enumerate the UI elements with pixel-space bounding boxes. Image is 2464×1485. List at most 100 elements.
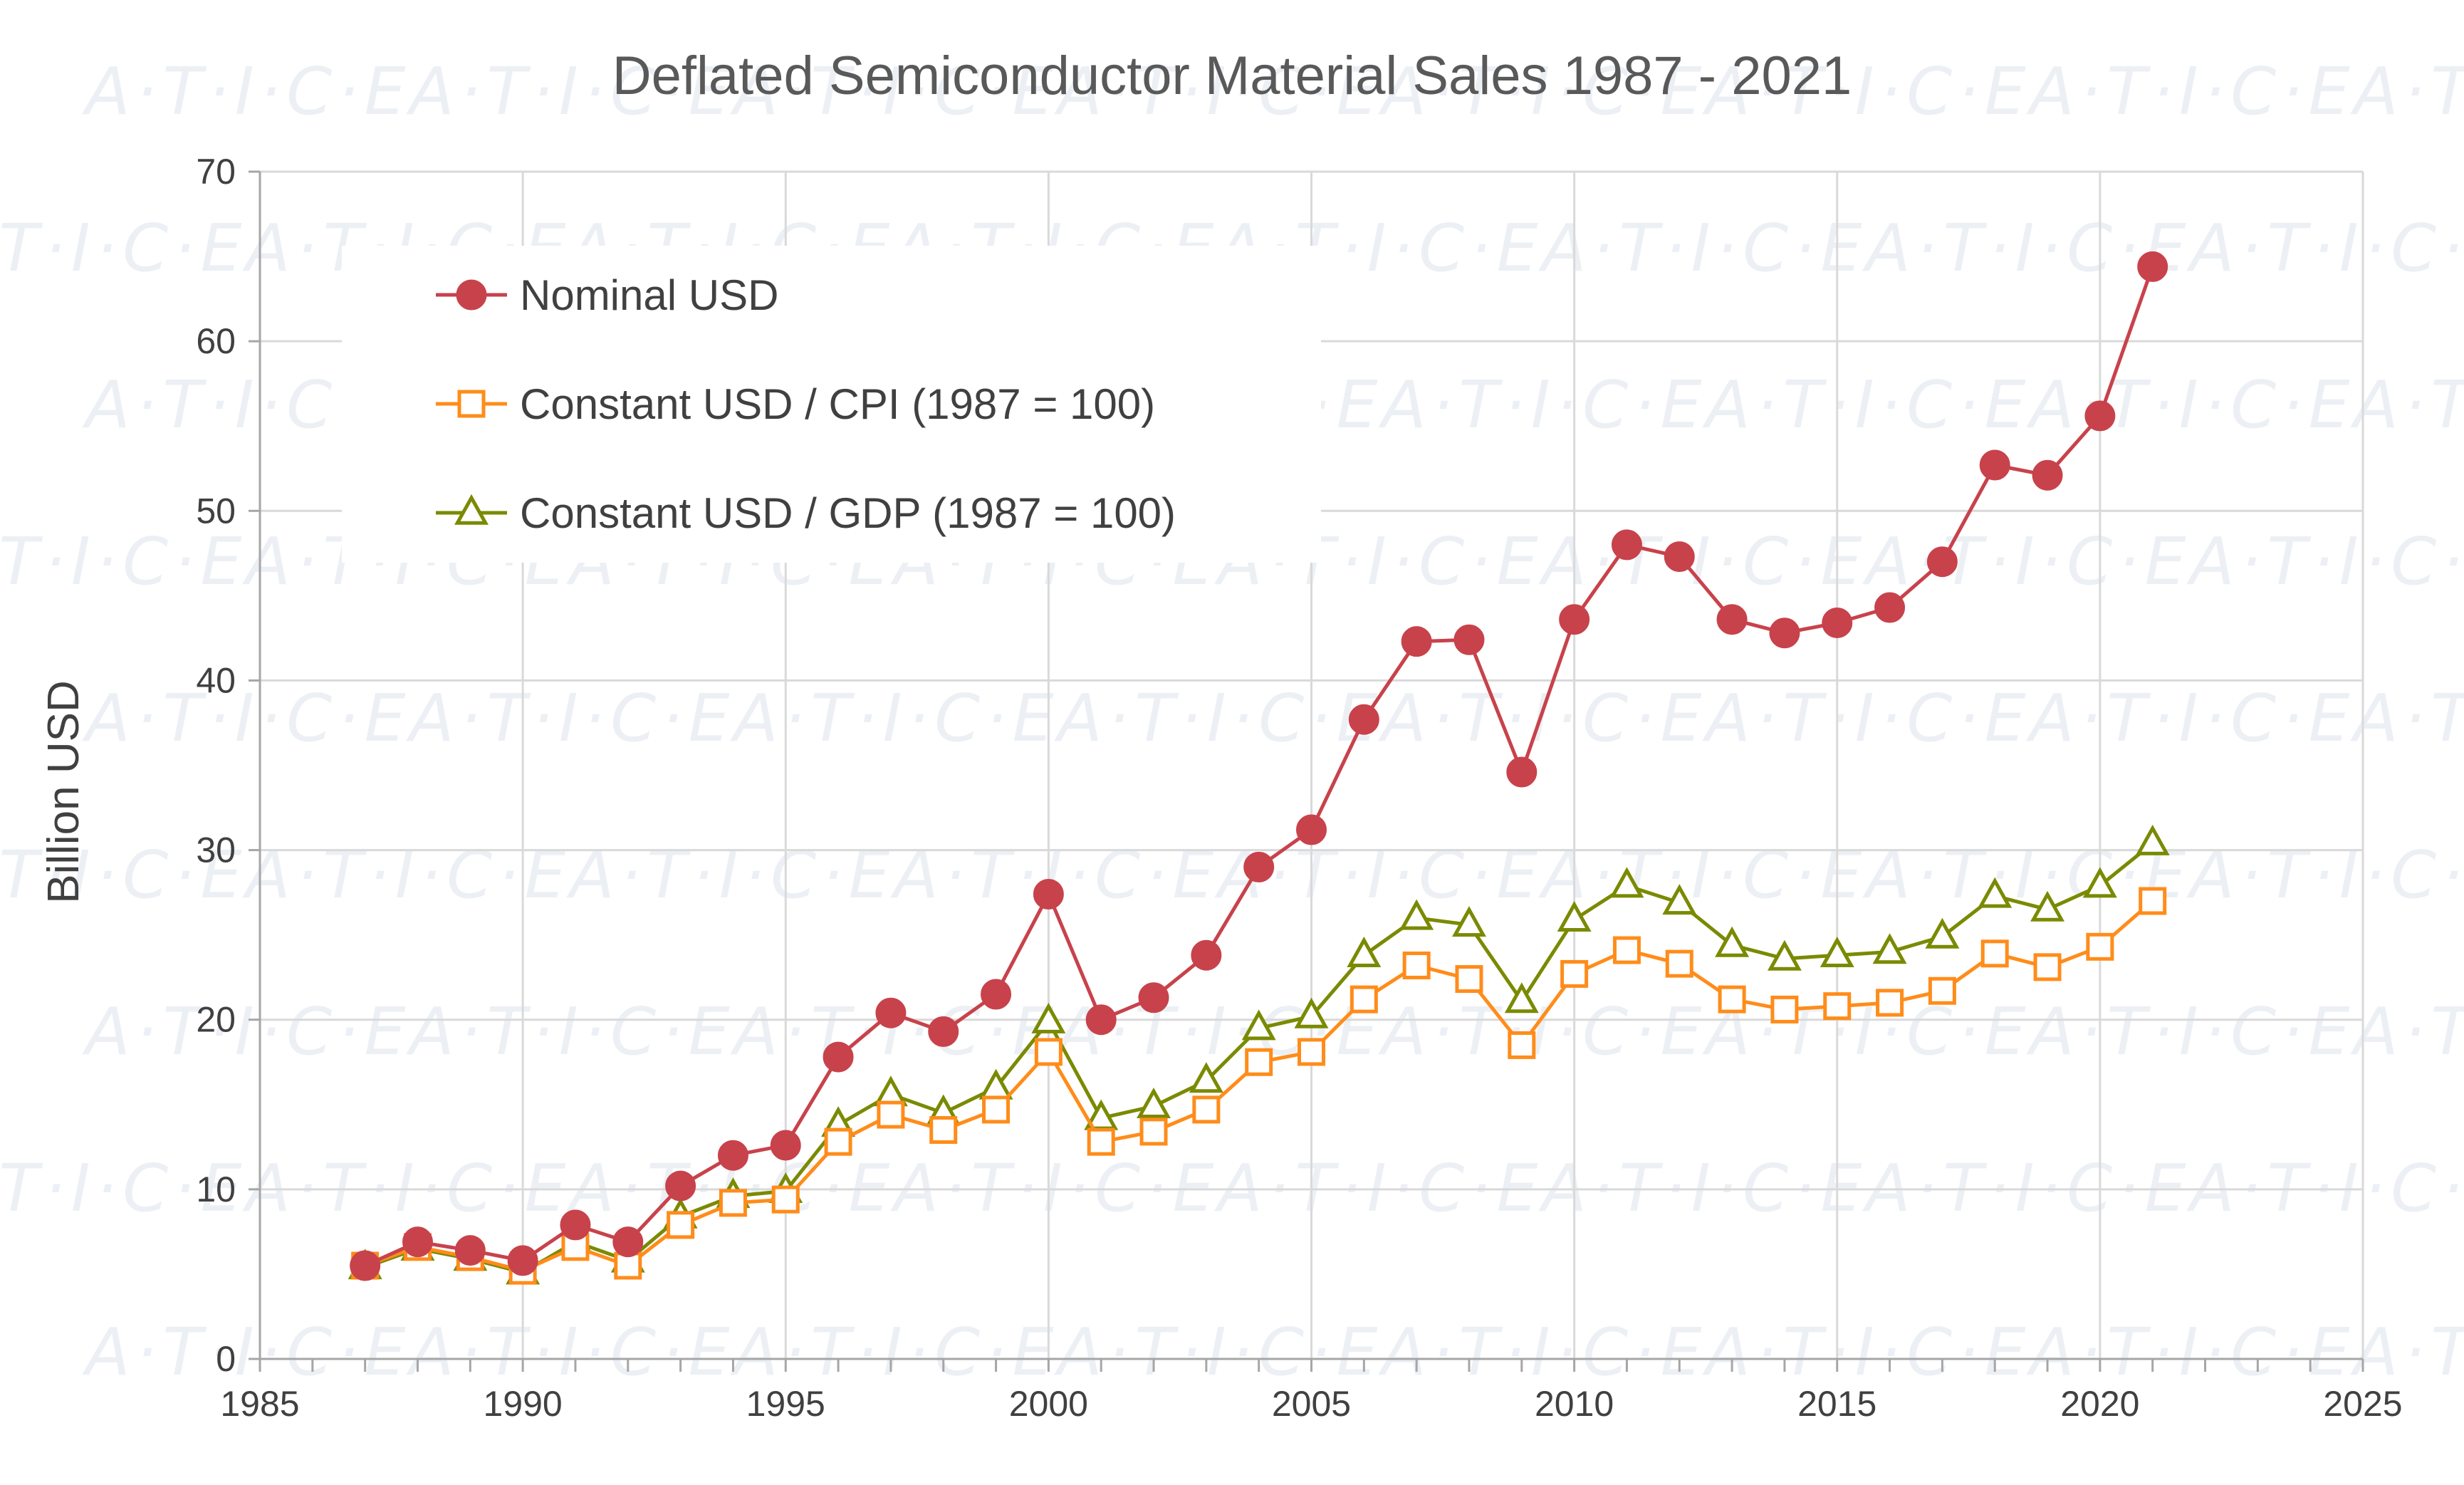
data-point xyxy=(402,1226,433,1258)
data-point xyxy=(1453,624,1485,655)
data-point xyxy=(1560,959,1589,988)
data-point xyxy=(1348,704,1379,735)
y-tick-label: 10 xyxy=(196,1169,236,1209)
watermark-text: A·T·I·C·E xyxy=(1378,53,1708,130)
data-point xyxy=(2033,953,2062,981)
legend: Nominal USD Constant USD / CPI (1987 = 10… xyxy=(342,246,1321,563)
series-layer xyxy=(348,251,2170,1285)
watermark-text: A·T·I·C·E xyxy=(0,837,248,913)
watermark-text: A·T·I·C·E xyxy=(0,523,248,600)
legend-marker xyxy=(456,279,487,311)
x-tick-label: 1990 xyxy=(484,1384,563,1424)
data-point xyxy=(2135,824,2170,855)
y-axis-title: Billion USD xyxy=(39,680,88,904)
data-point xyxy=(1718,985,1746,1014)
watermark-text: A·T·I·C·E xyxy=(1702,53,2032,130)
watermark-text: A·T·I·C·E xyxy=(2350,680,2464,756)
data-point xyxy=(1245,1048,1273,1076)
data-point xyxy=(665,1170,696,1202)
data-point xyxy=(1402,952,1431,980)
data-point xyxy=(1980,939,2009,968)
watermark-text: A·T·I·C·E xyxy=(730,1314,1060,1390)
data-point xyxy=(1191,939,1222,971)
watermark-text: A·T·I·C·E xyxy=(1378,367,1708,443)
data-point xyxy=(2030,890,2065,922)
axes xyxy=(249,170,2364,1372)
y-tick-label: 50 xyxy=(196,491,236,531)
watermark-text: A·T·I·C·E xyxy=(0,210,248,286)
y-tick-label: 40 xyxy=(196,660,236,700)
data-point xyxy=(1508,1031,1536,1059)
watermark-text: A·T·I·C·E xyxy=(2350,1314,2464,1390)
data-point xyxy=(1928,976,1956,1005)
data-point xyxy=(1769,618,1800,649)
data-point xyxy=(350,1250,381,1281)
data-point xyxy=(1872,933,1907,964)
watermark-text: A·T·I·C·E xyxy=(82,680,412,756)
data-point xyxy=(770,1130,801,1161)
watermark-text: A·T·I·C·E xyxy=(1862,210,2192,286)
y-tick-label: 30 xyxy=(196,830,236,870)
watermark-text: A·T·I·C·E xyxy=(1702,994,2032,1070)
watermark-text: A·T·I·C·E xyxy=(0,1150,248,1226)
watermark-text: A·T·I·C·E xyxy=(406,1314,736,1390)
watermark-text: A·T·I·C·E xyxy=(730,680,1060,756)
data-point xyxy=(1347,937,1382,967)
data-point xyxy=(1294,997,1329,1028)
data-point xyxy=(1662,884,1697,915)
watermark-text: A·T·I·C·E xyxy=(1538,837,1868,913)
data-point xyxy=(1241,1009,1276,1041)
watermark-text: A·T·I·C·E xyxy=(2026,1314,2356,1390)
data-point xyxy=(771,1185,800,1214)
data-point xyxy=(929,1116,958,1145)
x-tick-label: 2005 xyxy=(1272,1384,1351,1424)
data-point xyxy=(1611,529,1642,561)
watermark-text: A·T·I·C·E xyxy=(1378,1314,1708,1390)
data-point xyxy=(1557,900,1592,932)
legend-label: Constant USD / CPI (1987 = 100) xyxy=(520,380,1155,428)
data-point xyxy=(1138,982,1169,1014)
x-tick-label: 1985 xyxy=(220,1384,299,1424)
data-point xyxy=(1716,604,1748,635)
watermark-text: A·T·I·C·E xyxy=(2026,680,2356,756)
data-point xyxy=(1715,926,1750,957)
data-point xyxy=(2084,400,2116,432)
data-point xyxy=(1085,1004,1117,1036)
data-point xyxy=(1455,965,1483,994)
watermark-text: A·T·I·C·E xyxy=(1538,210,1868,286)
series-circle xyxy=(350,251,2168,1281)
x-tick-label: 2010 xyxy=(1535,1384,1614,1424)
watermark-text: A·T·I·C·E xyxy=(2026,994,2356,1070)
x-tick-label: 1995 xyxy=(746,1384,825,1424)
watermark-text: A·T·I·C·E xyxy=(82,994,412,1070)
data-point xyxy=(877,1100,905,1129)
watermark-text: A·T·I·C·E xyxy=(2350,53,2464,130)
y-tick-label: 0 xyxy=(216,1339,236,1379)
legend-marker xyxy=(457,390,486,418)
data-point xyxy=(981,979,1012,1010)
data-point xyxy=(1978,877,2013,908)
data-point xyxy=(1664,541,1695,573)
data-point xyxy=(717,1140,748,1171)
data-point xyxy=(1612,936,1641,964)
watermark-text: A·T·I·C·E xyxy=(2186,837,2464,913)
watermark-text: A·T·I·C·E xyxy=(1862,523,2192,600)
data-point xyxy=(667,1211,695,1239)
legend-label: Nominal USD xyxy=(520,271,778,319)
data-point xyxy=(2082,867,2117,898)
watermark-text: A·T·I·C·E xyxy=(1702,367,2032,443)
data-point xyxy=(1451,906,1486,937)
watermark-text: A·T·I·C·E xyxy=(1702,1314,2032,1390)
data-point xyxy=(875,997,907,1028)
data-point xyxy=(1874,592,1906,623)
x-tick-label: 2000 xyxy=(1009,1384,1088,1424)
data-point xyxy=(1767,939,1802,971)
watermark-text: A·T·I·C·E xyxy=(406,53,736,130)
data-point xyxy=(1504,982,1539,1014)
watermark-text: A·T·I·C·E xyxy=(2026,367,2356,443)
data-point xyxy=(2139,887,2167,915)
data-point xyxy=(1925,917,1960,949)
x-tick-label: 2025 xyxy=(2323,1384,2402,1424)
watermark-text: A·T·I·C·E xyxy=(1378,994,1708,1070)
